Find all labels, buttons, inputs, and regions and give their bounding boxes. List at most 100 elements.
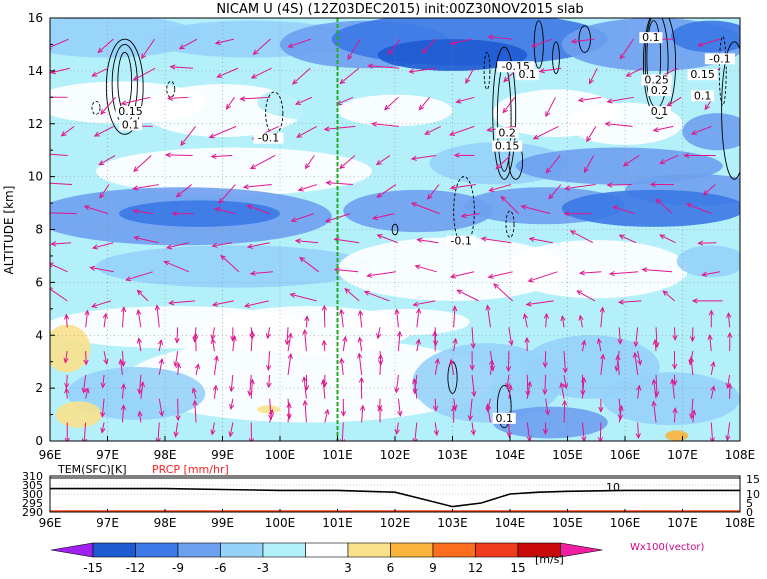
x-tick-label: 99E bbox=[211, 448, 234, 462]
vector-scale-label: Wx100(vector) bbox=[630, 542, 705, 553]
x-tick-label: 98E bbox=[154, 448, 177, 462]
colorbar-swatch bbox=[476, 543, 519, 557]
colorbar-min-arrow bbox=[51, 543, 93, 557]
x-tick-label: 97E bbox=[96, 448, 119, 462]
colorbar-tick-label: -15 bbox=[83, 561, 103, 575]
subplot-x-tick-label: 105E bbox=[552, 516, 583, 530]
contour-label: 0.1 bbox=[496, 412, 514, 425]
wind-vector bbox=[698, 243, 716, 244]
colorbar-tick-label: -12 bbox=[126, 561, 146, 575]
contour-label: -0.1 bbox=[709, 52, 730, 65]
colorbar-tick-label: 9 bbox=[429, 561, 437, 575]
y-tick-label: 0 bbox=[35, 434, 43, 448]
contour-label: 0.15 bbox=[495, 140, 520, 153]
subplot-right-tick-label: 0 bbox=[746, 506, 753, 519]
wind-vector-head bbox=[43, 152, 48, 156]
contour-label: 0.2 bbox=[498, 126, 516, 139]
shade-region bbox=[562, 190, 746, 227]
y-tick-label: 16 bbox=[28, 11, 43, 25]
colorbar-swatch bbox=[433, 543, 476, 557]
shade-region bbox=[343, 309, 470, 335]
subplot-x-tick-label: 103E bbox=[437, 516, 468, 530]
x-tick-label: 104E bbox=[495, 448, 526, 462]
contour-label: -0.1 bbox=[450, 235, 471, 248]
x-tick-label: 105E bbox=[552, 448, 583, 462]
shade-region bbox=[96, 245, 372, 287]
contour-label: 0.1 bbox=[519, 68, 537, 81]
tem-label: TEM(SFC)[K] bbox=[57, 463, 127, 476]
y-axis-label: ALTITUDE [km] bbox=[2, 186, 16, 275]
subplot-x-tick-label: 104E bbox=[495, 516, 526, 530]
subplot-annotation: 10 bbox=[606, 481, 620, 494]
colorbar-swatch bbox=[348, 543, 391, 557]
colorbar-swatch bbox=[136, 543, 179, 557]
subplot-x-tick-label: 102E bbox=[380, 516, 411, 530]
contour-label: -0.1 bbox=[258, 132, 279, 145]
x-tick-label: 103E bbox=[437, 448, 468, 462]
colorbar-tick-label: 6 bbox=[387, 561, 395, 575]
shade-region bbox=[602, 372, 740, 425]
colorbar-tick-label: 3 bbox=[344, 561, 352, 575]
x-tick-label: 106E bbox=[610, 448, 641, 462]
prcp-label: PRCP [mm/hr] bbox=[152, 463, 229, 476]
chart-title: NICAM U (4S) (12Z03DEC2015) init:00Z30NO… bbox=[216, 2, 583, 17]
wind-vector bbox=[545, 351, 546, 367]
x-tick-label: 107E bbox=[667, 448, 698, 462]
y-tick-label: 2 bbox=[35, 381, 43, 395]
y-tick-label: 8 bbox=[35, 223, 43, 237]
wind-vector-head bbox=[43, 181, 48, 185]
subplot-x-tick-label: 100E bbox=[265, 516, 296, 530]
subplot-left-tick-label: 290 bbox=[22, 506, 43, 519]
contour-label: 0.1 bbox=[651, 105, 669, 118]
shade-region bbox=[44, 325, 90, 373]
y-tick-label: 14 bbox=[28, 64, 43, 78]
subplot-x-tick-label: 97E bbox=[96, 516, 119, 530]
wind-vector-head bbox=[45, 211, 50, 215]
x-tick-label: 101E bbox=[322, 448, 353, 462]
y-tick-label: 12 bbox=[28, 117, 43, 131]
wind-vector bbox=[324, 306, 325, 327]
wind-vector bbox=[380, 355, 381, 375]
colorbar-max-arrow bbox=[561, 543, 603, 557]
x-tick-label: 108E bbox=[725, 448, 756, 462]
colorbar-swatch bbox=[391, 543, 434, 557]
wind-vector bbox=[564, 401, 565, 423]
y-tick-label: 10 bbox=[28, 170, 43, 184]
subplot-x-tick-label: 101E bbox=[322, 516, 353, 530]
tem-series-line bbox=[50, 489, 740, 507]
contour-label: 0.1 bbox=[642, 31, 660, 44]
colorbar-swatch bbox=[221, 543, 264, 557]
shade-region bbox=[677, 245, 746, 277]
subplot-x-tick-label: 107E bbox=[667, 516, 698, 530]
colorbar-tick-label: 12 bbox=[468, 561, 483, 575]
subplot-x-tick-label: 106E bbox=[610, 516, 641, 530]
subplot-x-tick-label: 98E bbox=[154, 516, 177, 530]
wind-vector bbox=[600, 422, 601, 441]
contour-label: 0.1 bbox=[694, 89, 712, 102]
subplot-x-tick-label: 99E bbox=[211, 516, 234, 530]
shade-region bbox=[119, 200, 280, 226]
contour-label: 0.1 bbox=[122, 118, 140, 131]
colorbar-swatch bbox=[93, 543, 136, 557]
x-tick-label: 102E bbox=[380, 448, 411, 462]
y-tick-label: 4 bbox=[35, 328, 43, 342]
x-tick-label: 96E bbox=[39, 448, 62, 462]
subplot-right-tick-label: 15 bbox=[746, 473, 760, 486]
wind-vector bbox=[608, 185, 632, 186]
wind-vector bbox=[86, 351, 87, 364]
colorbar-tick-label: 15 bbox=[510, 561, 525, 575]
colorbar-swatch bbox=[178, 543, 221, 557]
colorbar-unit: [m/s] bbox=[535, 553, 564, 566]
shade-region bbox=[56, 401, 102, 427]
contour-label: 0.2 bbox=[651, 84, 669, 97]
shade-region bbox=[683, 113, 752, 150]
y-tick-label: 6 bbox=[35, 275, 43, 289]
colorbar-tick-label: -9 bbox=[172, 561, 184, 575]
wind-vector bbox=[166, 155, 192, 156]
